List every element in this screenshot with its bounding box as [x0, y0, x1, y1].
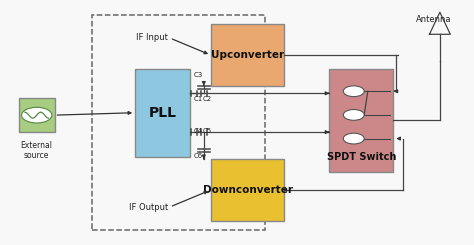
Text: SPDT Switch: SPDT Switch — [327, 152, 396, 162]
Text: C1: C1 — [193, 96, 203, 102]
Text: C5: C5 — [203, 128, 212, 134]
Text: Downconverter: Downconverter — [203, 185, 292, 195]
Text: C4: C4 — [193, 128, 202, 134]
Text: Upconverter: Upconverter — [211, 50, 284, 60]
Text: C6: C6 — [193, 153, 203, 159]
Text: External
source: External source — [20, 141, 53, 160]
Text: IF Output: IF Output — [129, 203, 168, 211]
Circle shape — [343, 133, 364, 144]
Text: PLL: PLL — [148, 106, 176, 120]
FancyBboxPatch shape — [329, 69, 393, 172]
FancyBboxPatch shape — [19, 98, 55, 132]
Circle shape — [343, 86, 364, 97]
Circle shape — [22, 107, 52, 123]
FancyBboxPatch shape — [211, 159, 284, 220]
Text: Antenna: Antenna — [416, 15, 451, 24]
Text: C3: C3 — [193, 72, 203, 78]
Circle shape — [343, 110, 364, 120]
Text: C2: C2 — [203, 96, 212, 102]
FancyBboxPatch shape — [135, 69, 190, 157]
Text: IF Input: IF Input — [137, 34, 168, 42]
FancyBboxPatch shape — [211, 24, 284, 86]
